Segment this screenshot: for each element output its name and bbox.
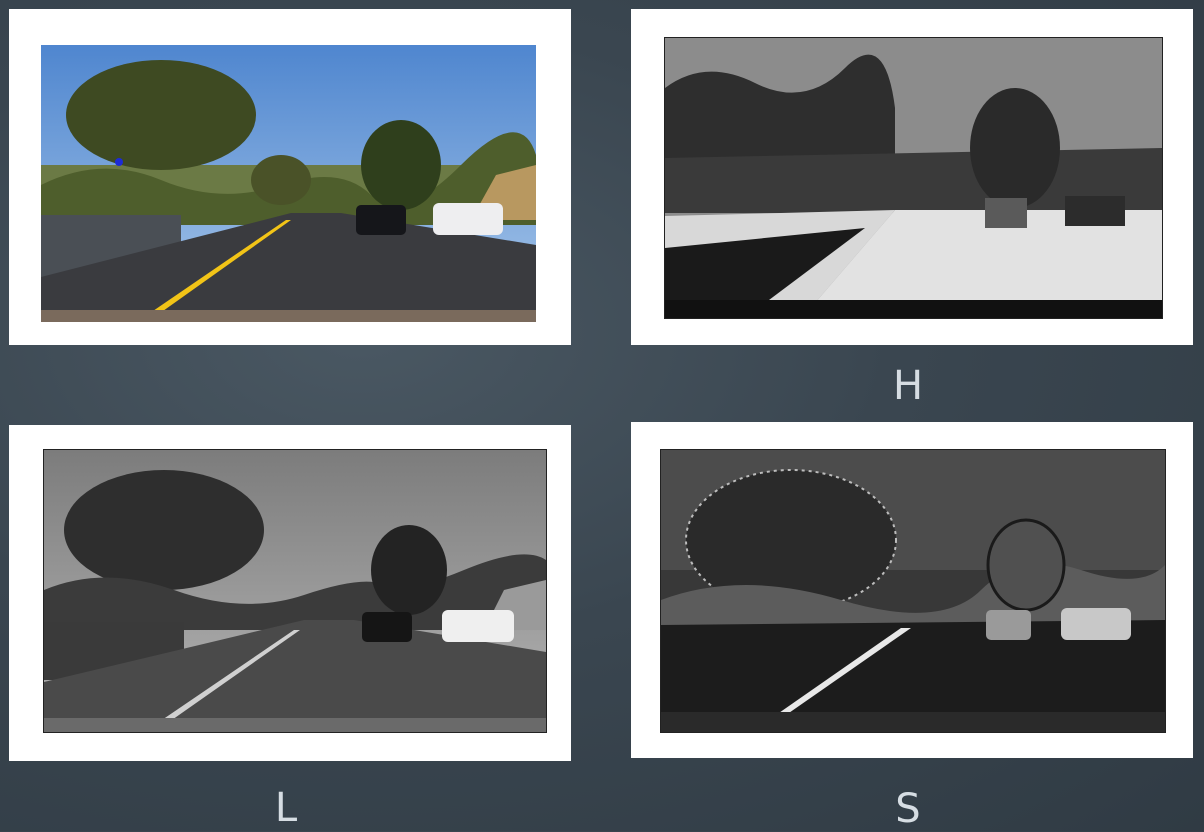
original-road-photo xyxy=(41,45,536,322)
l-channel-caption: L xyxy=(274,785,298,831)
original-image-card xyxy=(9,9,571,345)
h-channel-image xyxy=(664,37,1163,319)
h-channel-card: H xyxy=(631,9,1193,409)
l-channel-image xyxy=(43,449,547,733)
s-channel-image xyxy=(660,449,1166,733)
s-channel-caption: S xyxy=(895,786,921,832)
s-channel-card: S xyxy=(631,422,1193,832)
h-channel-caption: H xyxy=(892,363,924,409)
l-channel-card: L xyxy=(9,425,571,831)
